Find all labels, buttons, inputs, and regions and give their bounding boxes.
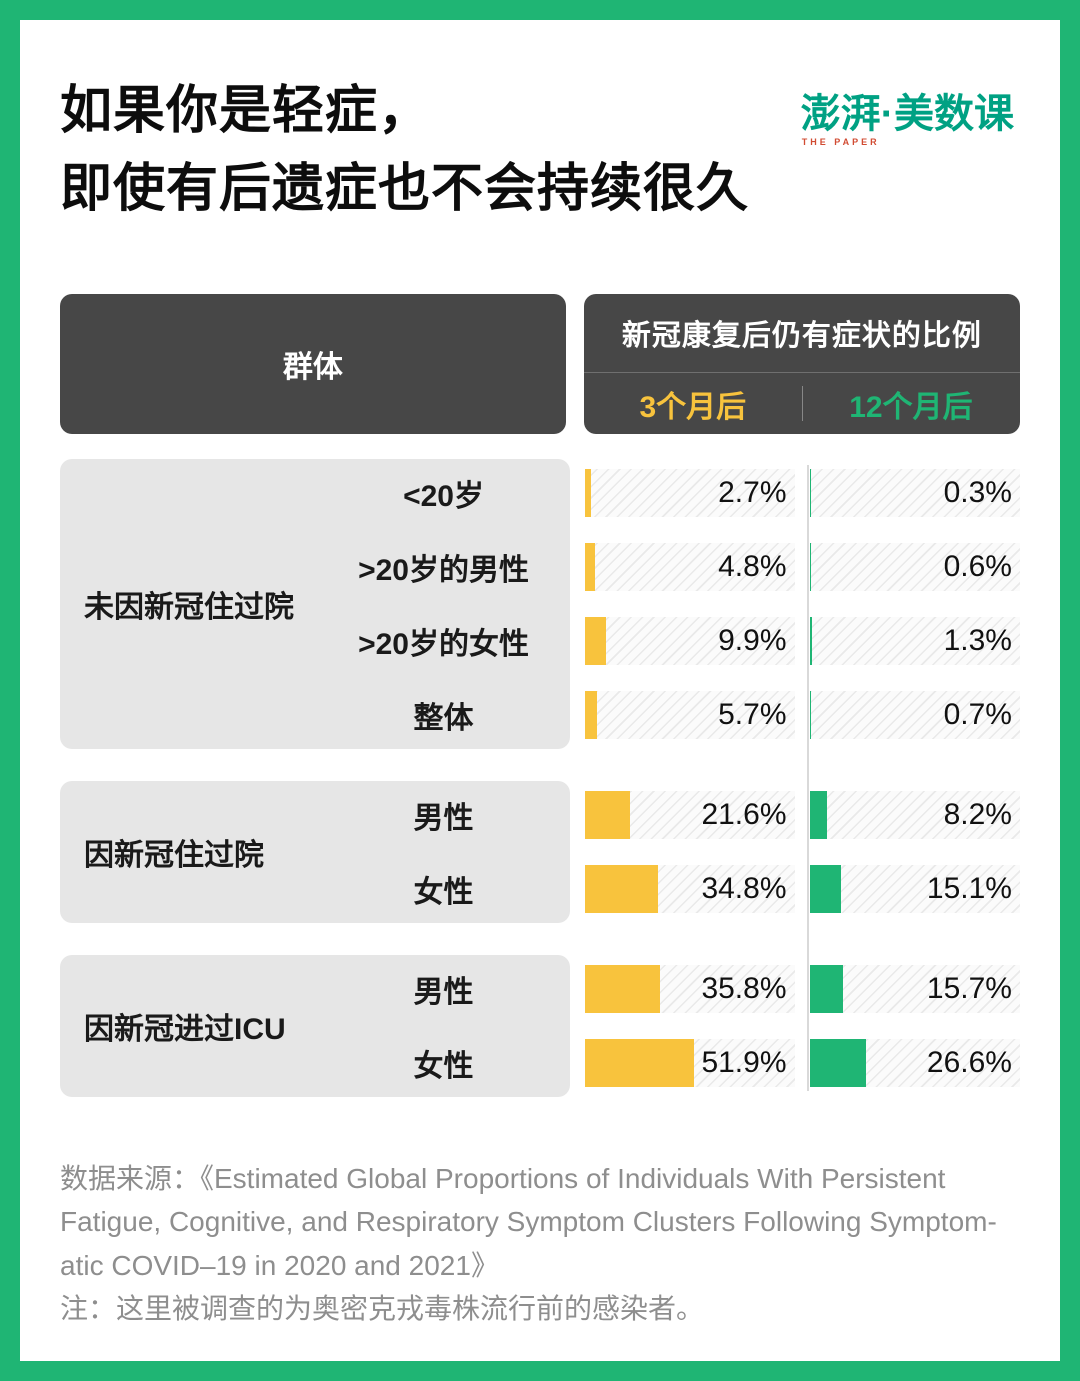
bar-t12: [809, 617, 813, 665]
value-column-header: 新冠康复后仍有症状的比例 3个月后 12个月后: [583, 294, 1020, 434]
table-row: >20岁的女性 9.9% 1.3%: [60, 617, 1020, 665]
row-label: 女性: [413, 876, 474, 909]
bar-track-t12: 15.7%: [809, 965, 1020, 1013]
bar-track-t3: 34.8%: [585, 865, 795, 913]
bar-track-t3: 51.9%: [585, 1039, 795, 1087]
bar-track-t3: 4.8%: [585, 543, 795, 591]
bar-t12: [809, 469, 811, 517]
bar-value-t12: 0.3%: [943, 476, 1012, 509]
bar-value-t3: 21.6%: [701, 798, 787, 831]
bar-value-t3: 9.9%: [718, 624, 787, 657]
brand-logo-subtitle: THE PAPER: [801, 137, 880, 147]
bar-t3: [585, 965, 661, 1013]
note-line: 注：这里被调查的为奥密克戎毒株流行前的感染者。: [60, 1293, 705, 1325]
bar-value-t3: 51.9%: [701, 1046, 787, 1079]
column-divider-line: [807, 465, 809, 1091]
bar-value-t12: 0.7%: [943, 698, 1012, 731]
row-label: 女性: [413, 1050, 474, 1083]
bar-value-t12: 15.7%: [926, 972, 1012, 1005]
page-title: 如果你是轻症， 即使有后遗症也不会持续很久: [60, 72, 1020, 228]
bar-t12: [809, 1039, 866, 1087]
bar-value-t12: 0.6%: [943, 550, 1012, 583]
bar-t12: [809, 791, 827, 839]
source-line-2: Fatigue, Cognitive, and Respiratory Symp…: [60, 1206, 997, 1238]
source-line-1: 数据来源：《Estimated Global Proportions of In…: [60, 1163, 946, 1194]
bar-t3: [585, 865, 658, 913]
title-line-1: 如果你是轻症，: [60, 82, 432, 140]
value-header-title: 新冠康复后仍有症状的比例: [621, 320, 982, 352]
footer: 数据来源：《Estimated Global Proportions of In…: [60, 1157, 1020, 1331]
bar-value-t3: 34.8%: [701, 872, 787, 905]
table-body: 未因新冠住过院 <20岁 2.7% 0.3% >20岁的男性 4.8% 0.6% >20岁的女…: [60, 459, 1020, 1097]
value-subheaders: 3个月后 12个月后: [583, 372, 1020, 434]
row-label: <20岁: [403, 480, 484, 513]
bar-t12: [809, 543, 811, 591]
bar-track-t12: 0.3%: [809, 469, 1020, 517]
table-row: 男性 21.6% 8.2%: [60, 791, 1020, 839]
group-column-header: 群体: [60, 294, 566, 434]
bar-t3: [585, 1039, 694, 1087]
bar-t12: [809, 965, 843, 1013]
bar-value-t12: 15.1%: [926, 872, 1012, 905]
bar-track-t12: 8.2%: [809, 791, 1020, 839]
bar-track-t3: 9.9%: [585, 617, 795, 665]
bar-t3: [585, 691, 597, 739]
group-label: 因新冠住过院: [84, 839, 264, 872]
bar-value-t3: 35.8%: [701, 972, 787, 1005]
brand-logo-main: 澎湃: [800, 92, 881, 136]
bar-track-t3: 2.7%: [585, 469, 795, 517]
bar-t3: [585, 791, 631, 839]
group-background: [60, 955, 570, 1097]
row-group: 未因新冠住过院 <20岁 2.7% 0.3% >20岁的男性 4.8% 0.6% >20岁的女…: [60, 459, 1020, 749]
table-row: 女性 34.8% 15.1%: [60, 865, 1020, 913]
brand-logo-left: 澎湃 THE PAPER: [801, 94, 881, 147]
row-group: 因新冠住过院 男性 21.6% 8.2% 女性 34.8% 15.1%: [60, 781, 1020, 923]
bar-track-t3: 5.7%: [585, 691, 795, 739]
row-label: 男性: [413, 976, 474, 1009]
row-label: >20岁的女性: [358, 628, 529, 661]
column-header-3m: 3个月后: [639, 390, 747, 424]
bar-track-t12: 0.6%: [809, 543, 1020, 591]
title-line-2: 即使有后遗症也不会持续很久: [60, 160, 750, 218]
table-row: 整体 5.7% 0.7%: [60, 691, 1020, 739]
row-label: 男性: [413, 802, 474, 835]
bar-t3: [585, 617, 606, 665]
bar-t12: [809, 691, 811, 739]
group-background: [60, 781, 570, 923]
bar-track-t3: 21.6%: [585, 791, 795, 839]
bar-track-t3: 35.8%: [585, 965, 795, 1013]
bar-t3: [585, 543, 596, 591]
bar-value-t12: 26.6%: [926, 1046, 1012, 1079]
bar-value-t3: 5.7%: [718, 698, 787, 731]
table-row: <20岁 2.7% 0.3%: [60, 469, 1020, 517]
group-background: [60, 459, 570, 749]
bar-track-t12: 26.6%: [809, 1039, 1020, 1087]
table-row: >20岁的男性 4.8% 0.6%: [60, 543, 1020, 591]
bar-value-t3: 4.8%: [718, 550, 787, 583]
brand-logo-rest: ·美数课: [880, 92, 1014, 136]
row-label: 整体: [413, 702, 474, 735]
bar-t12: [809, 865, 842, 913]
bar-t3: [585, 469, 591, 517]
source-line-3: atic COVID–19 in 2020 and 2021》: [60, 1249, 499, 1281]
table-row: 男性 35.8% 15.7%: [60, 965, 1020, 1013]
table-row: 女性 51.9% 26.6%: [60, 1039, 1020, 1087]
bar-value-t12: 1.3%: [943, 624, 1012, 657]
row-group: 因新冠进过ICU 男性 35.8% 15.7% 女性 51.9% 26.6%: [60, 955, 1020, 1097]
bar-track-t12: 0.7%: [809, 691, 1020, 739]
group-label: 未因新冠住过院: [84, 591, 294, 624]
subheader-divider: [801, 386, 803, 421]
table-header: 群体 新冠康复后仍有症状的比例 3个月后 12个月后: [60, 294, 1020, 434]
column-header-12m: 12个月后: [849, 390, 973, 424]
row-label: >20岁的男性: [358, 554, 529, 587]
bar-value-t12: 8.2%: [943, 798, 1012, 831]
group-label: 因新冠进过ICU: [84, 1013, 286, 1046]
bar-track-t12: 15.1%: [809, 865, 1020, 913]
brand-logo: 澎湃 THE PAPER ·美数课: [801, 94, 1014, 147]
bar-value-t3: 2.7%: [718, 476, 787, 509]
bar-track-t12: 1.3%: [809, 617, 1020, 665]
